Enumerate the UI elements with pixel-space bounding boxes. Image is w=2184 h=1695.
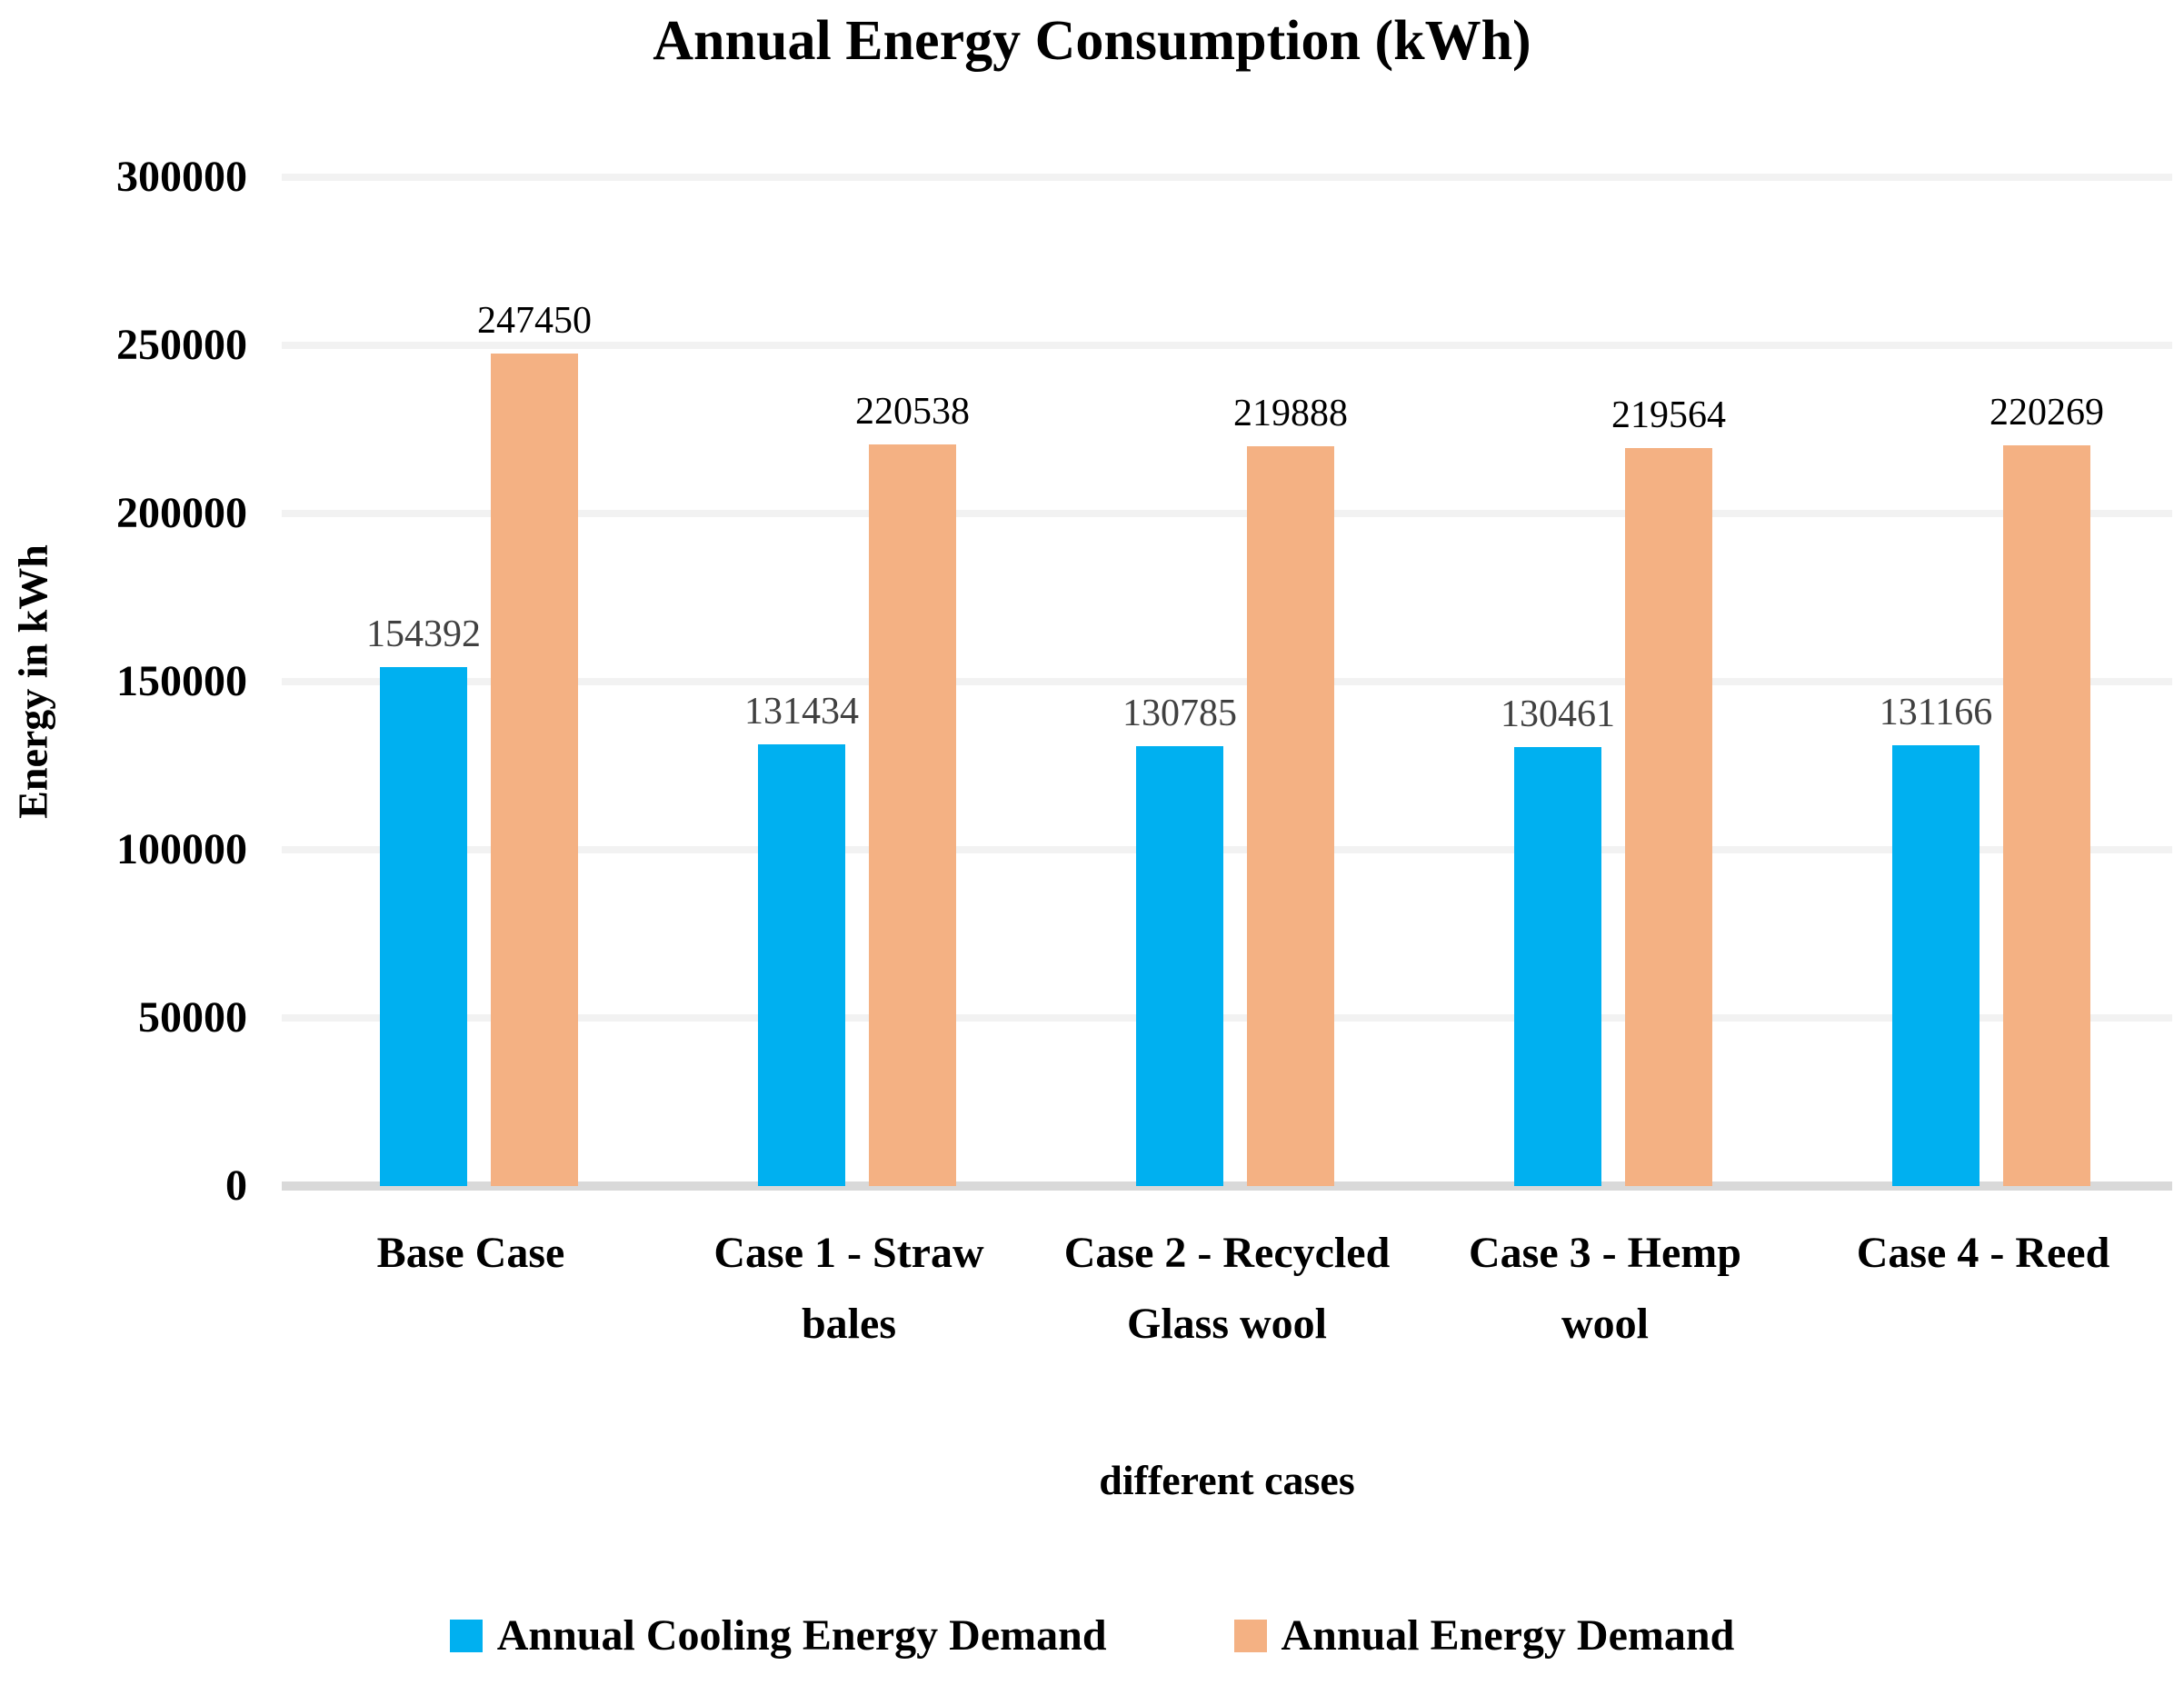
bar-value-label: 219888 <box>1233 393 1348 435</box>
bar-series-1-category-3 <box>1625 447 1712 1186</box>
bar-series-1-category-0 <box>491 354 578 1186</box>
legend: Annual Cooling Energy Demand Annual Ener… <box>0 1610 2184 1660</box>
category-label: Case 1 - Straw bales <box>713 1229 984 1348</box>
category-label: Base Case <box>376 1229 565 1277</box>
bar-value-label: 220538 <box>855 391 970 433</box>
gridline <box>282 174 2172 181</box>
bar-value-label: 219564 <box>1611 394 1726 436</box>
y-tick-label: 200000 <box>116 489 247 537</box>
gridline <box>282 342 2172 349</box>
gridline <box>282 846 2172 853</box>
bar-value-label: 131166 <box>1879 691 1993 733</box>
y-tick-label: 250000 <box>116 321 247 369</box>
legend-label-annual-energy-demand: Annual Energy Demand <box>1281 1611 1735 1660</box>
x-axis-line <box>282 1182 2172 1191</box>
gridline <box>282 510 2172 517</box>
y-tick-label: 300000 <box>116 153 247 201</box>
legend-marker-cooling-energy-demand <box>449 1619 483 1652</box>
y-tick-label: 0 <box>225 1162 247 1210</box>
legend-label-cooling-energy-demand: Annual Cooling Energy Demand <box>496 1611 1107 1660</box>
bar-value-label: 130461 <box>1501 693 1615 736</box>
legend-item-cooling-energy-demand: Annual Cooling Energy Demand <box>449 1610 1107 1660</box>
gridline <box>282 1014 2172 1022</box>
x-axis-category-labels: Base Case Case 1 - Straw bales Case 2 - Re… <box>282 1218 2172 1445</box>
y-tick-label: 50000 <box>138 993 247 1042</box>
category-label: Case 4 - Reed <box>1856 1229 2110 1277</box>
x-axis-title: different cases <box>1099 1457 1355 1503</box>
bar-series-0-category-4 <box>1892 744 1980 1186</box>
legend-marker-annual-energy-demand <box>1233 1619 1267 1652</box>
bar-value-label: 247450 <box>477 300 592 343</box>
chart-title: Annual Energy Consumption (kWh) <box>653 10 1531 72</box>
plot-area: 154392 131434 130785 130461 131166 247450 2205… <box>282 174 2172 1191</box>
legend-item-annual-energy-demand: Annual Energy Demand <box>1233 1610 1735 1660</box>
y-tick-label: 150000 <box>116 657 247 705</box>
bar-series-0-category-2 <box>1136 746 1223 1186</box>
category-label: Case 2 - Recycled Glass wool <box>1063 1229 1391 1348</box>
bar-value-label: 220269 <box>1990 392 2104 434</box>
bar-value-label: 154392 <box>366 613 481 655</box>
y-tick-label: 100000 <box>116 825 247 873</box>
bar-value-label: 130785 <box>1122 693 1237 735</box>
bar-series-1-category-1 <box>869 444 956 1186</box>
bar-series-1-category-4 <box>2003 445 2090 1186</box>
bar-series-0-category-0 <box>380 666 467 1186</box>
bar-series-0-category-1 <box>758 743 845 1186</box>
gridline <box>282 678 2172 685</box>
bar-value-label: 131434 <box>744 690 859 733</box>
category-label: Case 3 - Hemp wool <box>1469 1229 1741 1348</box>
bar-series-0-category-3 <box>1514 747 1601 1186</box>
bar-series-1-category-2 <box>1247 446 1334 1186</box>
